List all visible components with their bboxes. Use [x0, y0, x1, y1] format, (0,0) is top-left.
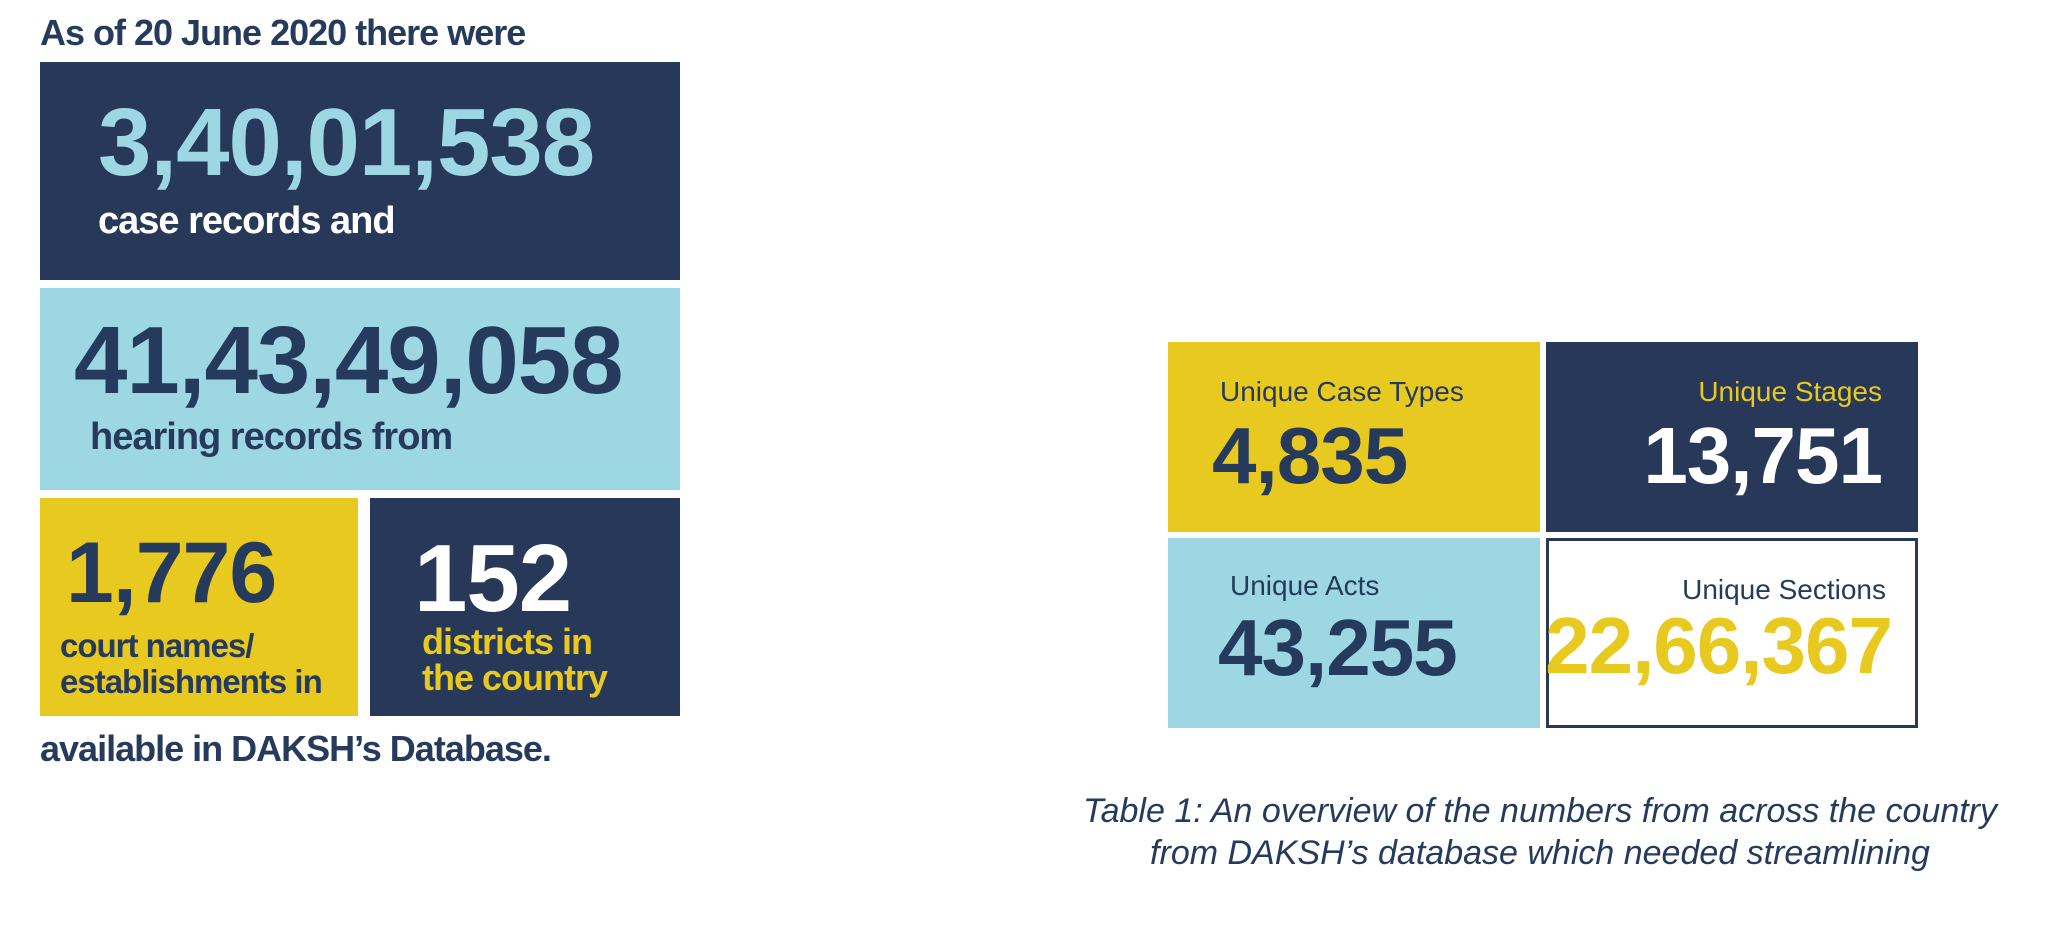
table-caption: Table 1: An overview of the numbers from… — [1060, 790, 2020, 874]
tile-unique-acts-value: 43,255 — [1218, 602, 1457, 694]
hearing-records-label: hearing records from — [90, 416, 452, 459]
court-names-label-line1: court names/ — [60, 628, 360, 664]
tile-unique-case-types-label: Unique Case Types — [1220, 376, 1464, 408]
tile-unique-acts-label: Unique Acts — [1230, 570, 1379, 602]
table-caption-line1: Table 1: An overview of the numbers from… — [1060, 790, 2020, 832]
tile-unique-case-types-value: 4,835 — [1212, 410, 1407, 502]
districts-count: 152 — [414, 524, 571, 634]
districts-label: districts in the country — [422, 624, 672, 696]
tile-unique-sections-value: 22,66,367 — [1545, 600, 1892, 692]
hearing-records-count: 41,43,49,058 — [74, 306, 623, 416]
court-names-label-line2: establishments in — [60, 664, 360, 700]
case-records-label: case records and — [98, 200, 395, 243]
tile-unique-stages-value: 13,751 — [1643, 410, 1882, 502]
intro-heading: As of 20 June 2020 there were — [40, 12, 525, 54]
table-caption-line2: from DAKSH’s database which needed strea… — [1060, 832, 2020, 874]
districts-label-line2: the country — [422, 660, 672, 696]
tile-unique-stages-label: Unique Stages — [1698, 376, 1882, 408]
districts-label-line1: districts in — [422, 624, 672, 660]
case-records-count: 3,40,01,538 — [98, 88, 594, 198]
court-names-label: court names/ establishments in — [60, 628, 360, 700]
court-names-count: 1,776 — [66, 524, 276, 623]
footer-text: available in DAKSH’s Database. — [40, 728, 551, 770]
